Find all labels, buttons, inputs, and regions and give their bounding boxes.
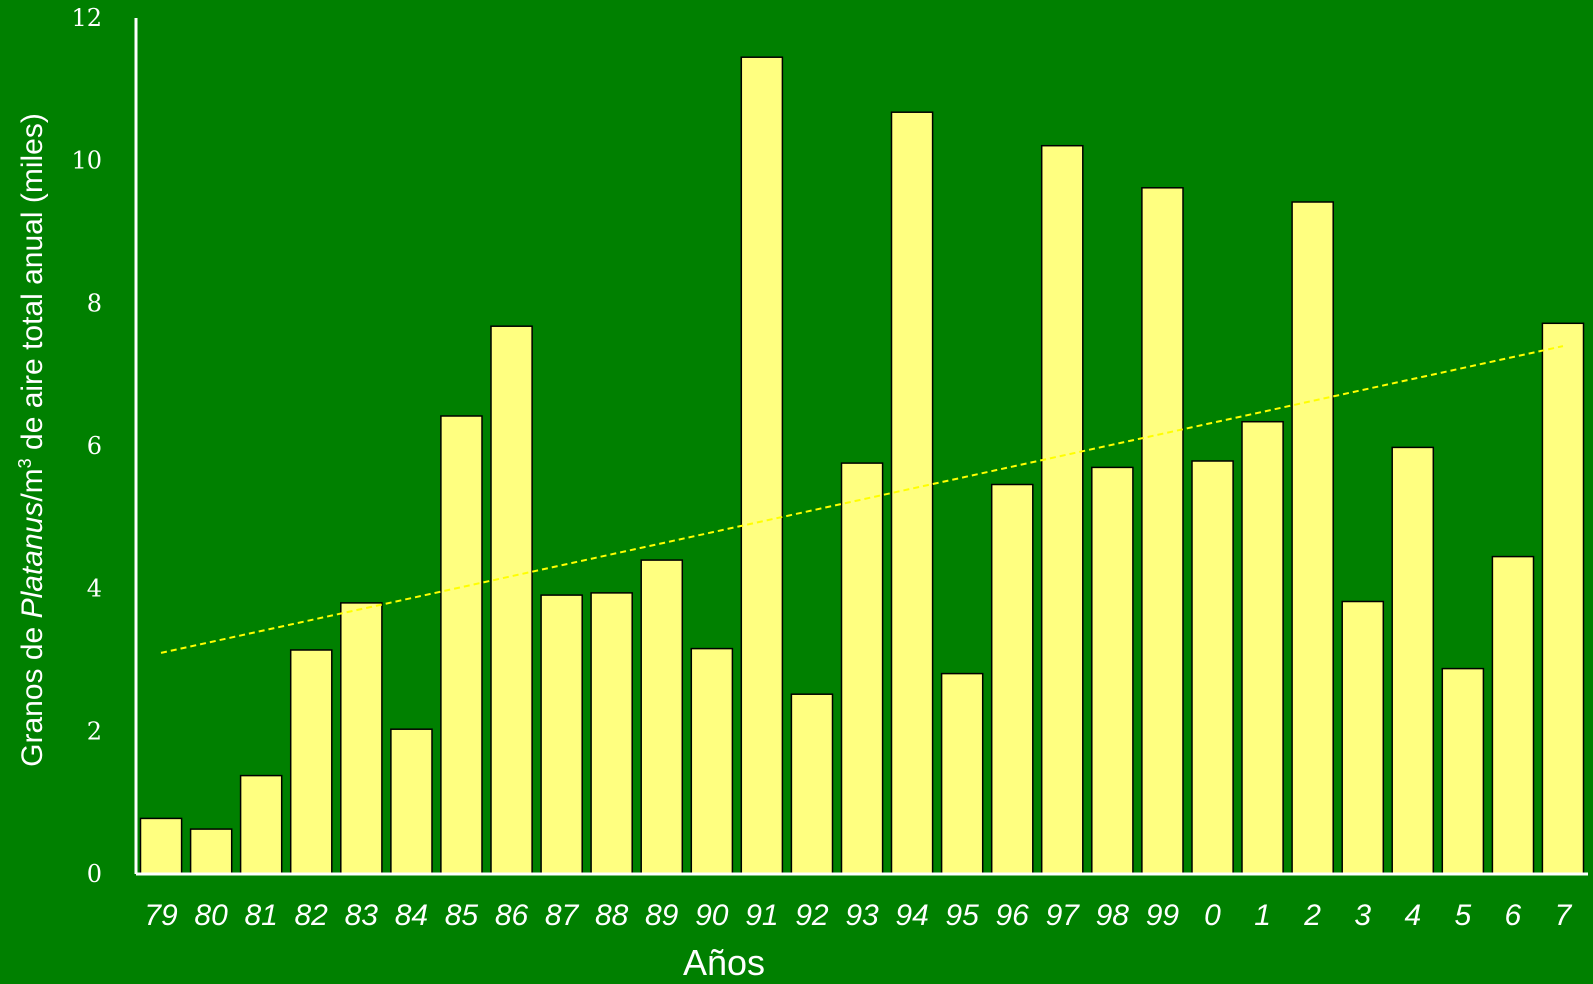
x-tick-label: 86 (495, 899, 529, 932)
y-axis-label-superscript: 3 (15, 458, 35, 468)
x-tick-label: 92 (795, 899, 829, 932)
x-tick-labels: 79 80 81 82 83 84 85 86 87 88 89 90 91 92 93 94 95 96 97 98… (144, 899, 1572, 932)
x-tick-label: 80 (194, 899, 228, 932)
bar-2 (1291, 201, 1334, 875)
bar-83 (340, 602, 383, 875)
bar-5 (1441, 667, 1485, 875)
x-tick-label: 3 (1354, 899, 1371, 932)
bar-92 (790, 693, 834, 875)
x-tick-label: 81 (245, 899, 278, 932)
x-tick-label: 98 (1096, 899, 1130, 932)
x-tick-label: 89 (645, 899, 679, 932)
x-tick-label: 91 (745, 899, 778, 932)
x-tick-label: 84 (395, 899, 428, 932)
y-tick-label: 6 (87, 432, 102, 460)
x-tick-label: 93 (845, 899, 879, 932)
x-tick-label: 4 (1404, 899, 1421, 932)
bars-group (139, 56, 1585, 875)
y-tick-label: 4 (87, 575, 102, 603)
y-tick-label: 10 (71, 147, 102, 175)
bar-91 (740, 56, 784, 875)
bar-82 (289, 649, 333, 875)
x-tick-label: 94 (895, 899, 928, 932)
bar-88 (590, 592, 633, 875)
bar-84 (390, 728, 433, 875)
bar-6 (1491, 555, 1535, 875)
bar-1 (1241, 420, 1284, 875)
y-axis-label-suffix: de aire total anual (miles) (16, 113, 49, 458)
x-tick-label: 1 (1254, 899, 1271, 932)
y-tick-label: 0 (87, 860, 102, 888)
y-tick-label: 2 (87, 717, 102, 745)
x-tick-label: 79 (144, 899, 178, 932)
x-tick-label: 95 (945, 899, 979, 932)
bar-96 (990, 483, 1034, 875)
bar-95 (940, 672, 984, 875)
x-tick-label: 96 (996, 899, 1030, 932)
bar-7 (1541, 322, 1585, 875)
x-tick-label: 2 (1303, 899, 1321, 932)
x-tick-label: 7 (1555, 899, 1573, 932)
x-tick-label: 90 (695, 899, 729, 932)
bar-80 (189, 828, 233, 875)
bar-0 (1191, 460, 1234, 875)
bar-90 (690, 647, 734, 875)
bar-81 (239, 774, 283, 875)
y-axis-label-prefix: Granos de (16, 618, 49, 766)
y-tick-labels: 0 2 4 6 8 10 12 (71, 4, 102, 888)
bar-99 (1141, 187, 1184, 875)
bar-4 (1391, 446, 1435, 875)
bar-85 (440, 415, 483, 875)
y-axis-label-italic: Platanus (16, 502, 49, 619)
x-tick-label: 85 (445, 899, 479, 932)
y-axis-label-unit: /m (16, 468, 49, 501)
bar-87 (540, 594, 583, 875)
x-tick-label: 82 (295, 899, 329, 932)
x-tick-label: 83 (345, 899, 379, 932)
trend-line (160, 345, 1564, 654)
bar-86 (490, 325, 533, 875)
bar-97 (1040, 144, 1084, 875)
x-tick-label: 97 (1046, 899, 1081, 932)
y-axis-label: Granos de Platanus/m3 de aire total anua… (15, 113, 49, 767)
x-tick-label: 0 (1204, 899, 1221, 932)
x-axis-label: Años (683, 942, 765, 983)
x-tick-label: 88 (595, 899, 629, 932)
y-tick-label: 8 (87, 289, 102, 317)
x-tick-label: 5 (1454, 899, 1471, 932)
x-tick-label: 87 (545, 899, 580, 932)
bar-93 (840, 462, 884, 875)
bar-89 (640, 559, 684, 875)
bar-3 (1341, 600, 1385, 875)
x-tick-label: 99 (1146, 899, 1180, 932)
bar-94 (890, 111, 934, 875)
y-tick-label: 12 (71, 4, 102, 32)
bar-98 (1091, 466, 1134, 875)
x-tick-label: 6 (1505, 899, 1522, 932)
bar-79 (139, 817, 183, 875)
